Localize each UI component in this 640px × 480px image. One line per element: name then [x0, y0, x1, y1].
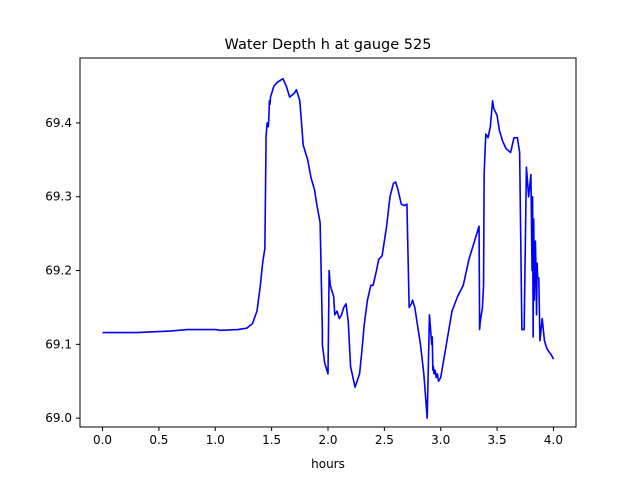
chart-title: Water Depth h at gauge 525	[225, 37, 432, 53]
y-tick-label: 69.0	[45, 411, 72, 425]
x-tick-label: 2.0	[318, 433, 337, 447]
y-tick-label: 69.4	[45, 116, 72, 130]
y-tick-label: 69.3	[45, 190, 72, 204]
y-axis: 69.0 69.1 69.2 69.3 69.4	[45, 116, 80, 425]
x-tick-label: 1.5	[262, 433, 281, 447]
y-tick-label: 69.1	[45, 337, 72, 351]
x-tick-label: 2.5	[375, 433, 394, 447]
x-tick-label: 0.5	[149, 433, 168, 447]
series-line	[102, 77, 555, 419]
x-tick-label: 3.5	[488, 433, 507, 447]
x-tick-label: 4.0	[544, 433, 563, 447]
x-tick-label: 1.0	[206, 433, 225, 447]
x-axis-label: hours	[311, 457, 345, 471]
x-tick-label: 3.0	[431, 433, 450, 447]
x-axis: 0.0 0.5 1.0 1.5 2.0 2.5 3.0 3.5 4.0	[93, 427, 563, 447]
y-tick-label: 69.2	[45, 264, 72, 278]
x-tick-label: 0.0	[93, 433, 112, 447]
